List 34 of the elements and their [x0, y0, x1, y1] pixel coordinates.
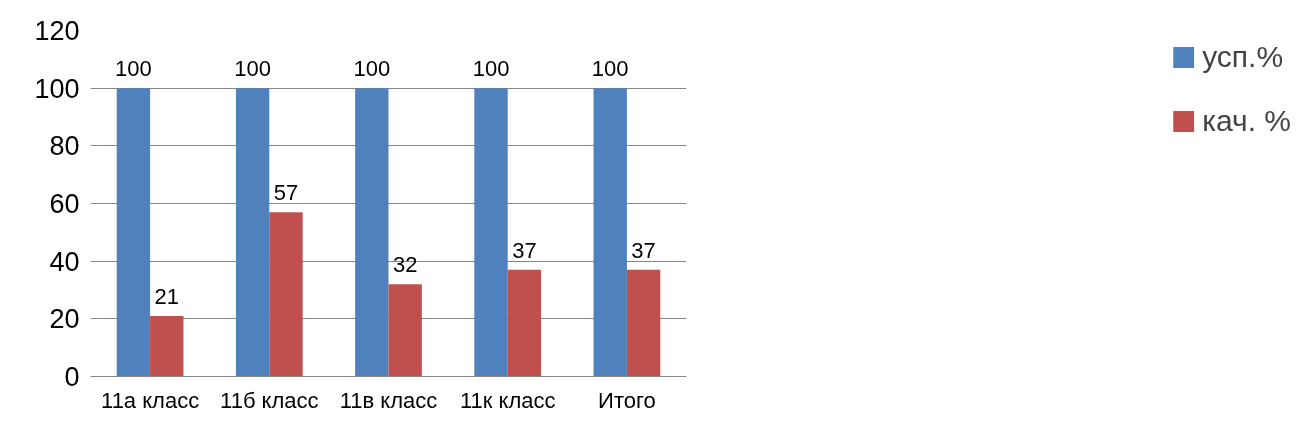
data-label: 100	[115, 56, 152, 82]
x-tick-label: 11а класс	[101, 387, 200, 413]
bar	[235, 88, 270, 377]
data-label: 57	[273, 180, 299, 206]
y-tick-label: 100	[34, 73, 80, 104]
y-tick-label: 0	[64, 362, 80, 392]
x-tick-label: 11б класс	[220, 387, 319, 413]
bar	[626, 269, 661, 377]
bar	[507, 269, 542, 377]
bar	[355, 88, 389, 377]
bar	[474, 88, 508, 377]
data-label: 21	[154, 283, 180, 309]
y-tick-label: 40	[49, 246, 80, 277]
bar	[388, 284, 422, 377]
bar	[116, 88, 151, 377]
data-label: 37	[512, 237, 537, 263]
x-tick-label: 11в класс	[339, 387, 438, 413]
y-tick-label: 80	[49, 131, 80, 162]
y-tick-label: 20	[49, 304, 80, 335]
y-tick-label: 60	[49, 189, 80, 219]
data-label: 37	[631, 237, 656, 263]
x-tick-label: 11к класс	[459, 387, 556, 413]
bar	[593, 88, 627, 377]
data-label: 32	[392, 252, 418, 278]
legend-label: усп.%	[1202, 40, 1284, 74]
x-tick-label: Итого	[598, 387, 656, 413]
bar	[150, 315, 184, 377]
legend-label: кач. %	[1202, 104, 1291, 138]
data-label: 100	[472, 56, 510, 82]
data-label: 100	[591, 56, 629, 82]
y-tick-label: 120	[34, 16, 80, 46]
bar	[269, 212, 303, 377]
data-label: 100	[234, 56, 271, 82]
data-label: 100	[353, 56, 391, 82]
